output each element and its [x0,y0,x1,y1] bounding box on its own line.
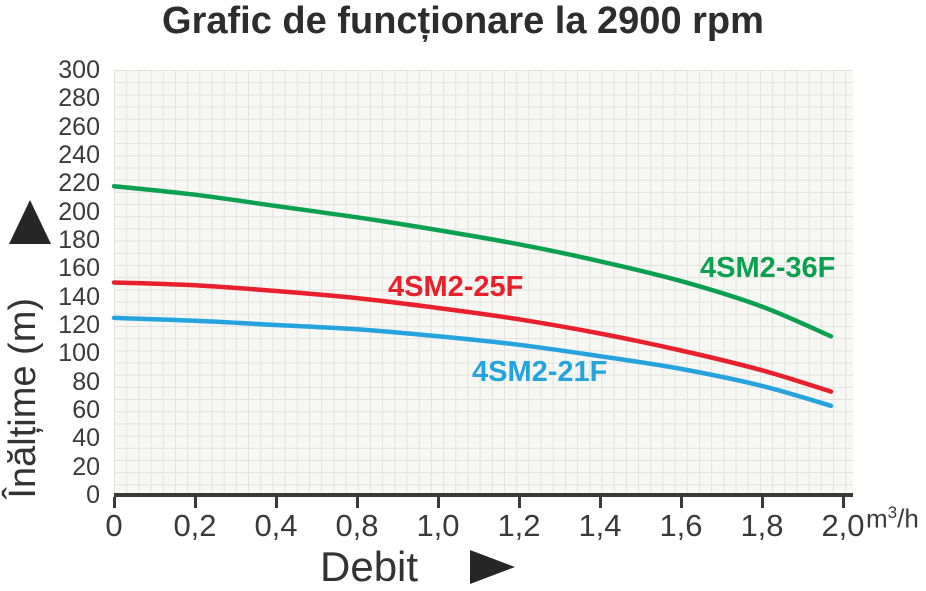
curve-label-4sm2-25f: 4SM2-25F [388,271,524,303]
x-tick [274,497,278,508]
x-tick [841,497,845,508]
y-tick-label: 60 [72,396,100,424]
y-tick-label: 260 [58,112,100,141]
curve-label-4sm2-21f: 4SM2-21F [472,356,608,388]
x-axis-direction-arrow-icon [470,550,516,584]
y-tick-label: 240 [58,141,100,169]
x-tick-label: 2,0 [821,508,865,543]
x-tick-label: 0,2 [173,508,217,543]
y-axis-title-wrap: Înălțime (m) [0,278,46,518]
x-tick [760,497,764,508]
x-tick-label: 0,4 [254,508,298,543]
y-axis-direction-arrow-icon [9,200,51,244]
y-tick-label: 100 [58,339,100,368]
x-tick [112,497,116,508]
y-axis-tick-labels: 0 20 40 60 80 100 120 140 160 180 200 220 240 260 280 3… [0,57,100,508]
plot-area [111,70,853,495]
x-tick-label: 1,6 [659,508,703,543]
x-axis-title: Debit [320,543,419,590]
x-tick-label: 1,2 [497,508,541,543]
y-tick-label: 40 [72,424,100,453]
x-axis-ticks: 0 0,2 0,4 0,8 1,0 1,2 1,4 1,6 1,8 2,0 [105,497,865,557]
x-tick [679,497,683,508]
x-tick-label: 1,0 [416,508,460,543]
y-tick-label: 160 [58,254,100,283]
y-axis-title: Înălțime (m) [1,297,44,499]
y-tick-label: 200 [58,197,100,226]
x-tick-label: 1,4 [578,508,622,543]
x-axis-unit: m3/h [866,503,919,534]
x-axis-line [114,493,853,497]
chart-title: Grafic de funcționare la 2900 rpm [162,0,764,42]
curves-svg [111,183,834,409]
y-tick-label: 20 [72,452,100,481]
curve-4sm2-25f [111,280,834,394]
y-tick-label: 120 [58,311,100,339]
x-tick [517,497,521,508]
y-tick-label: 140 [58,282,100,311]
curve-4sm2-21f [111,315,834,409]
unit-exponent: 3 [887,503,898,522]
curve-4sm2-36f [111,183,834,339]
curve-label-4sm2-36f: 4SM2-36F [700,252,836,284]
y-tick-label: 80 [72,367,100,396]
y-tick-label: 0 [86,481,100,509]
y-tick-label: 180 [58,226,100,254]
x-tick-label: 0,8 [335,508,379,543]
x-tick-label: 0 [105,508,123,543]
x-tick [355,497,359,508]
x-tick [598,497,602,508]
x-tick [436,497,440,508]
x-tick-label: 1,8 [740,508,784,543]
x-axis-title-row: Debit [320,543,516,591]
y-tick-label: 280 [58,84,100,113]
y-tick-label: 300 [58,56,100,84]
x-tick [193,497,197,508]
y-tick-label: 220 [58,169,100,198]
